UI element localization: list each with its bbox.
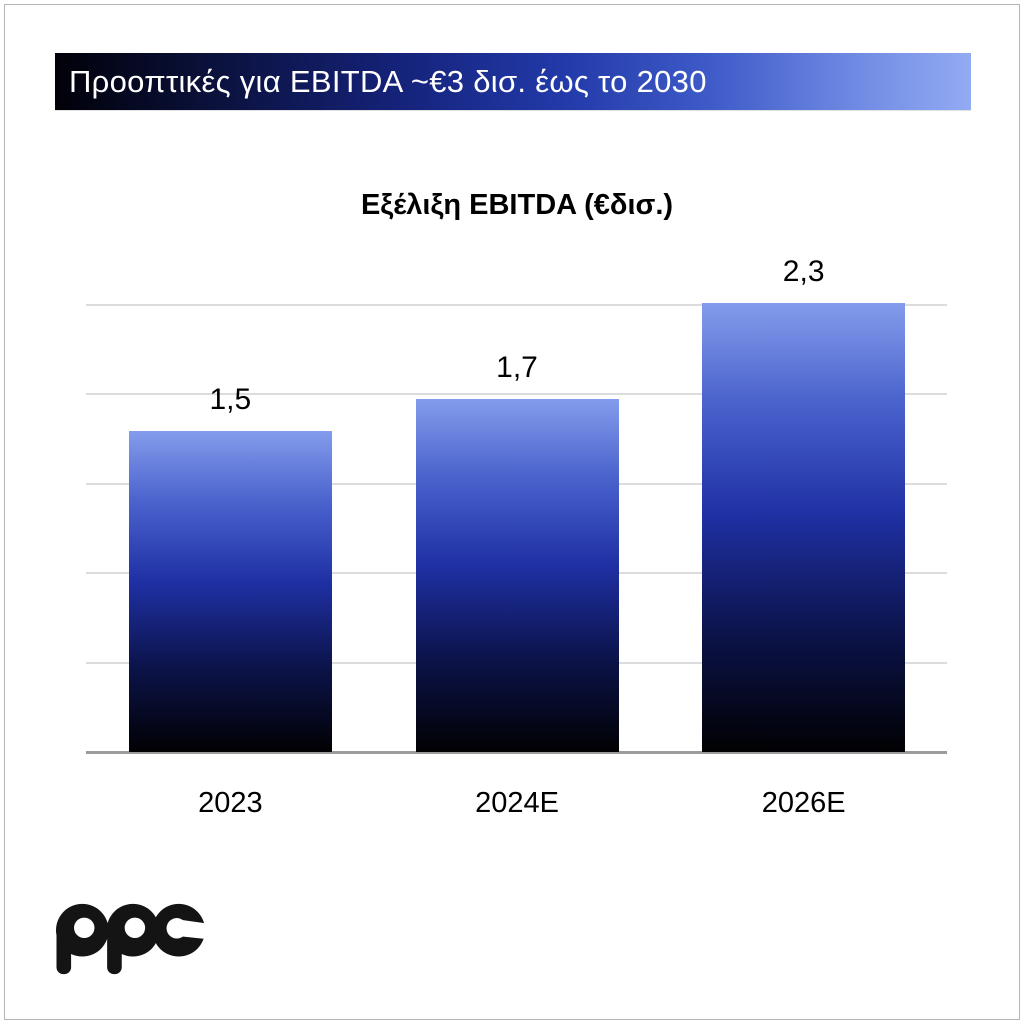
ppc-logo-icon <box>56 903 206 975</box>
x-axis-line <box>86 751 947 754</box>
bar-2024E <box>415 399 619 752</box>
value-label-2024E: 1,7 <box>496 351 538 385</box>
gridline <box>86 393 947 396</box>
category-label-2026E: 2026E <box>761 787 846 819</box>
bar-2023 <box>128 431 332 752</box>
category-label-2024E: 2024E <box>475 787 559 819</box>
bar-2026E <box>702 303 906 752</box>
gridline <box>86 304 947 306</box>
value-label-2026E: 2,3 <box>782 255 825 288</box>
value-label-2023: 1,5 <box>209 383 252 417</box>
chart-title: Εξέλιξη EBITDA (€δισ.) <box>360 189 674 221</box>
category-label-2023: 2023 <box>198 787 263 819</box>
banner-title: Προοπτικές για EBITDA ~€3 δισ. έως το 20… <box>69 63 707 99</box>
header-banner: Προοπτικές για EBITDA ~€3 δισ. έως το 20… <box>55 53 971 110</box>
ppc-logo <box>56 902 206 981</box>
